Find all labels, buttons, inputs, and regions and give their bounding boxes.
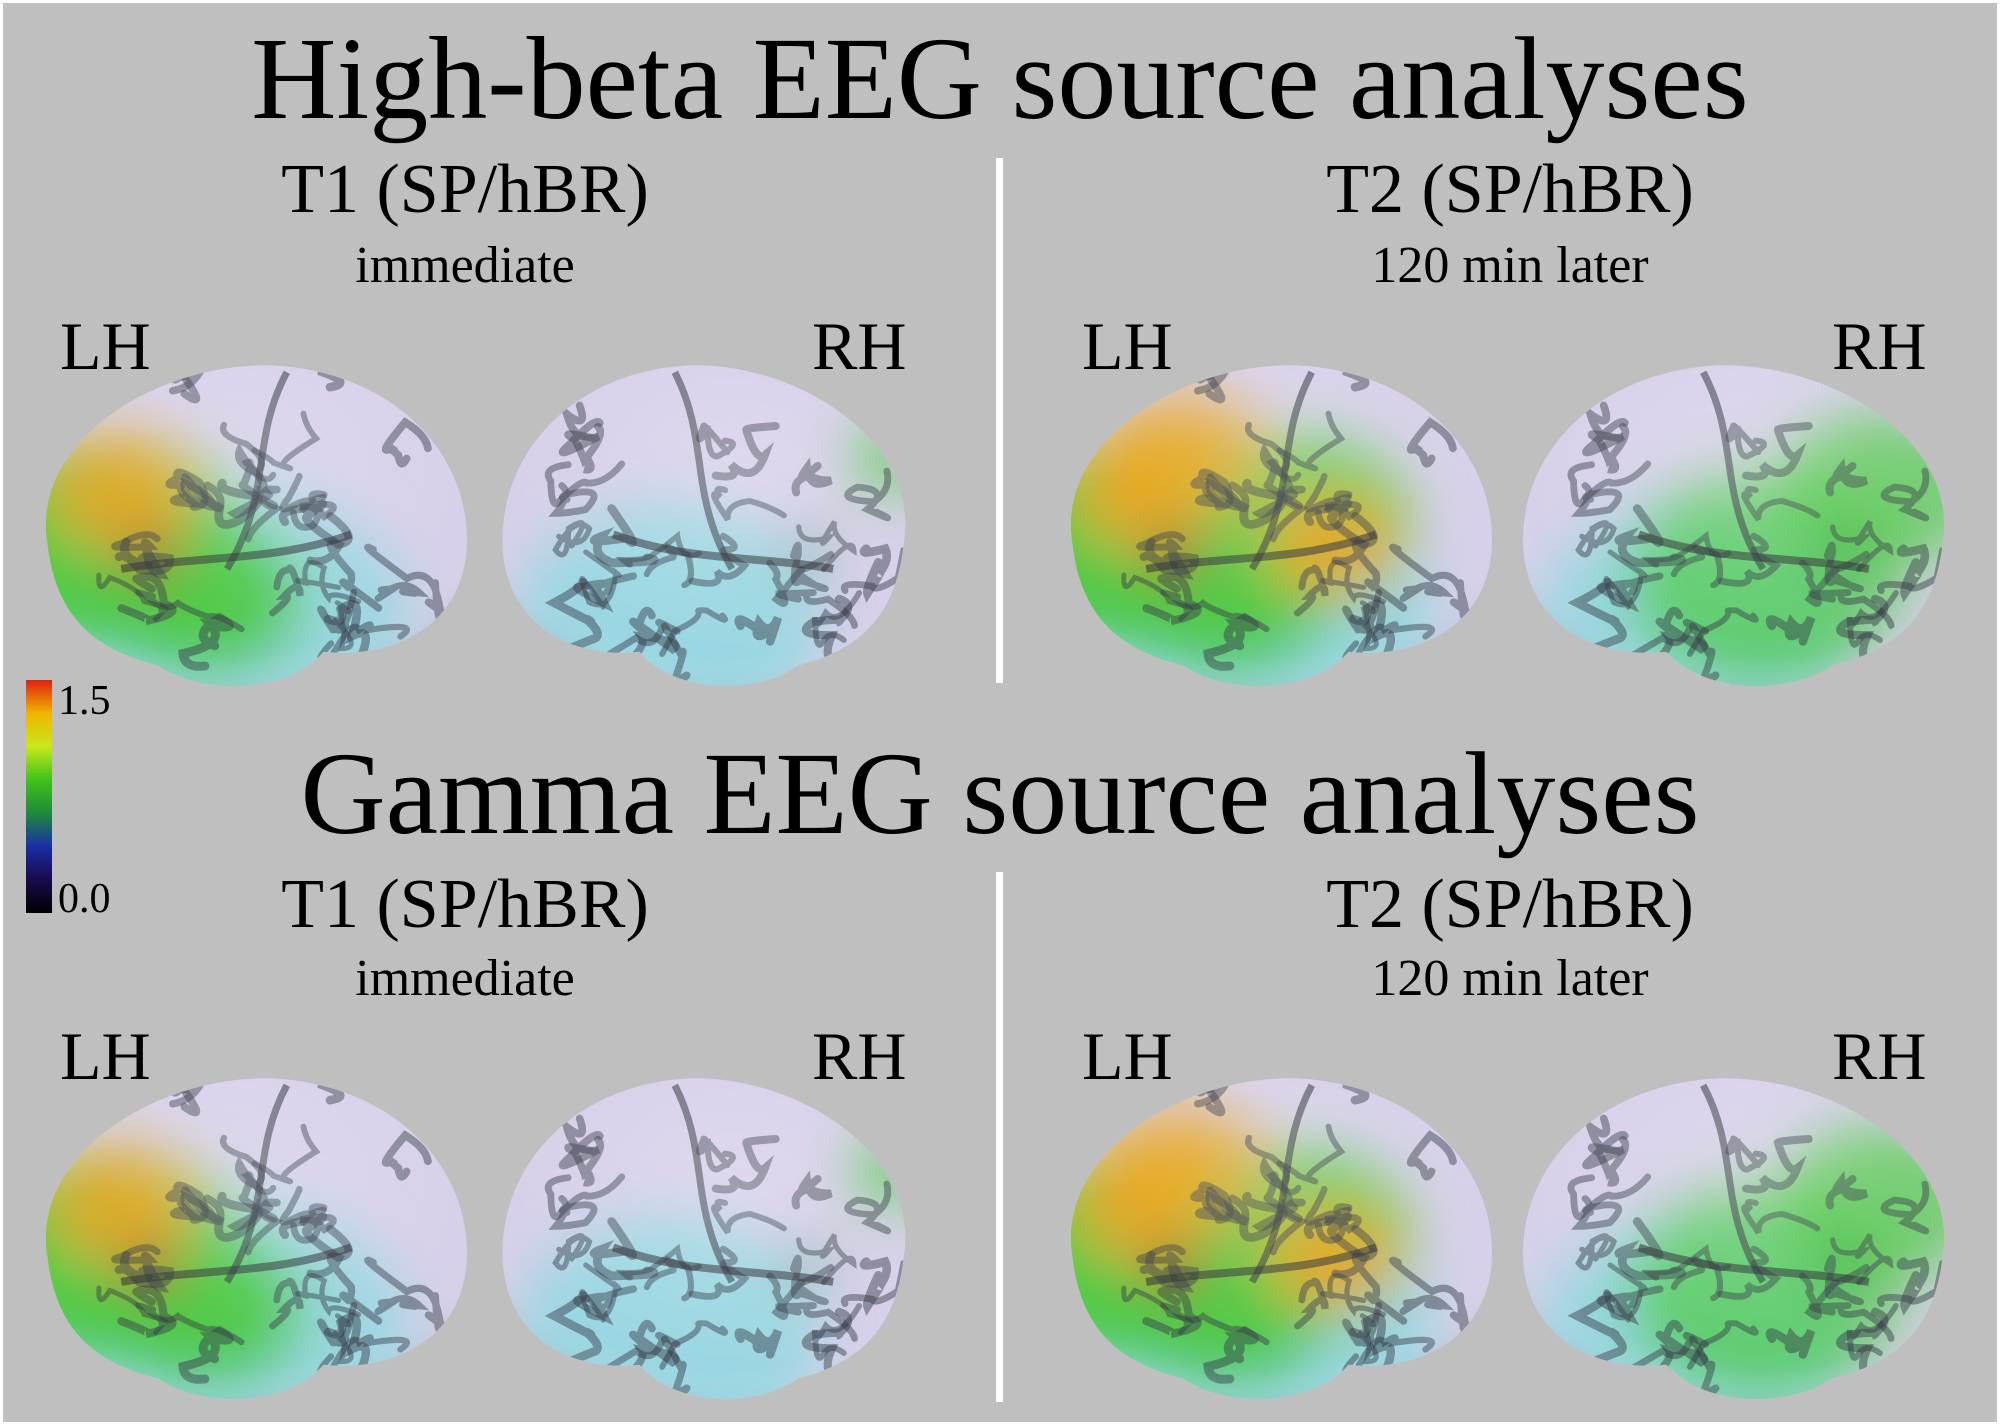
- colorbar: [26, 680, 52, 913]
- condition-label-t1: T1 (SP/hBR): [281, 151, 649, 228]
- hemisphere-label-lh: LH: [1082, 1018, 1173, 1094]
- hemisphere-label-rh: RH: [1832, 1018, 1927, 1094]
- colorbar-min-label: 0.0: [58, 876, 111, 922]
- colorbar-max-label: 1.5: [58, 678, 111, 724]
- panel-title-gamma: Gamma EEG source analyses: [300, 728, 1700, 859]
- condition-divider: [996, 158, 1003, 683]
- brain-map-left-hemisphere: [1070, 1078, 1492, 1400]
- brain-map-left-hemisphere: [45, 1078, 467, 1400]
- brain-map-right-hemisphere: [502, 1078, 906, 1400]
- brain-map-right-hemisphere: [1523, 365, 1945, 687]
- brain-map-right-hemisphere: [502, 365, 906, 687]
- hemisphere-label-lh: LH: [1082, 308, 1173, 384]
- panel-title-high-beta: High-beta EEG source analyses: [251, 13, 1749, 144]
- hemisphere-label-lh: LH: [60, 308, 151, 384]
- brain-map-left-hemisphere: [45, 365, 467, 687]
- condition-timing-t1: immediate: [355, 950, 575, 1007]
- condition-label-t1: T1 (SP/hBR): [281, 866, 649, 943]
- brain-map-right-hemisphere: [1523, 1078, 1945, 1400]
- condition-label-t2: T2 (SP/hBR): [1326, 151, 1694, 228]
- condition-label-t2: T2 (SP/hBR): [1326, 866, 1694, 943]
- condition-divider: [996, 872, 1003, 1402]
- brain-map-left-hemisphere: [1070, 365, 1492, 687]
- hemisphere-label-rh: RH: [812, 308, 907, 384]
- hemisphere-label-rh: RH: [812, 1018, 907, 1094]
- condition-timing-t2: 120 min later: [1371, 237, 1649, 294]
- condition-timing-t2: 120 min later: [1371, 950, 1649, 1007]
- hemisphere-label-rh: RH: [1832, 308, 1927, 384]
- hemisphere-label-lh: LH: [60, 1018, 151, 1094]
- condition-timing-t1: immediate: [355, 237, 575, 294]
